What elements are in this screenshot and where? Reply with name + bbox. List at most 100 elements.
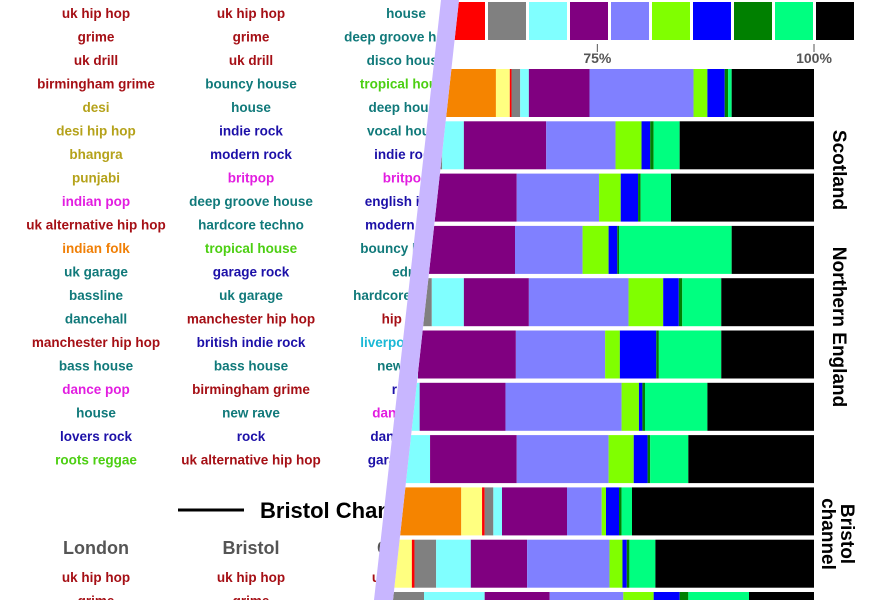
genre-label: uk alternative hip hop <box>181 453 321 468</box>
bar-segment <box>638 173 641 222</box>
genre-label: grime <box>233 30 270 45</box>
legend-swatch <box>775 2 813 40</box>
genre-label: bhangra <box>69 147 123 162</box>
bar-segment <box>549 592 624 600</box>
bar-segment <box>442 121 464 170</box>
legend-swatch <box>734 2 772 40</box>
bar-segment <box>656 330 659 379</box>
bar-segment <box>424 592 485 600</box>
bar-segment <box>337 592 354 600</box>
bar-segment <box>671 173 814 222</box>
bar-segment <box>617 225 619 274</box>
bar-segment <box>608 225 618 274</box>
bar-segment <box>628 278 664 327</box>
bar-segment <box>527 539 610 588</box>
genre-label: grime <box>78 30 115 45</box>
bar-segment <box>626 539 630 588</box>
bar-segment <box>511 69 521 117</box>
bar-segment <box>495 69 510 117</box>
genre-label: garage rock <box>213 265 290 280</box>
bar-segment <box>609 539 623 588</box>
column-header-london: London <box>63 538 129 558</box>
bar-segment <box>314 331 331 379</box>
genre-label: deep house <box>368 100 444 115</box>
bar-segment <box>463 121 547 170</box>
bar-segment <box>615 121 642 170</box>
genre-label: lovers rock <box>60 429 133 444</box>
bar-segment <box>484 592 550 600</box>
bar-segment <box>682 278 722 327</box>
genre-label: birmingham grime <box>37 77 155 92</box>
bar-segment <box>645 382 708 431</box>
group-label-scotland: Scotland <box>828 130 849 210</box>
legend-swatch <box>816 2 854 40</box>
bar-segment <box>640 173 671 222</box>
bar-segment <box>605 330 620 379</box>
genre-label: disco house <box>367 53 446 68</box>
bar-segment <box>470 539 528 588</box>
genre-label: tropical house <box>205 241 298 256</box>
x-axis-ticks: 50% 75% 100% <box>393 44 832 66</box>
bar-segment <box>663 278 679 327</box>
bottom-genre-column-1: uk hip hop grime <box>62 570 130 600</box>
bar-segment <box>638 382 643 431</box>
bar-segment <box>724 69 729 117</box>
genre-label: birmingham grime <box>192 382 310 397</box>
group-label-northern-england: Northern England <box>828 247 849 407</box>
color-legend <box>393 2 854 40</box>
genre-label: house <box>231 100 271 115</box>
genre-label: uk hip hop <box>62 570 130 585</box>
legend-swatch <box>488 2 526 40</box>
bar-segment <box>414 539 437 588</box>
genre-label: rock <box>237 429 266 444</box>
bar-segment <box>650 435 689 484</box>
bar-segment <box>731 225 814 274</box>
legend-swatch <box>611 2 649 40</box>
bar-segment <box>731 69 814 117</box>
column-header-bristol: Bristol <box>222 538 279 558</box>
bar-segment <box>721 330 814 379</box>
genre-label: dancehall <box>65 312 127 327</box>
bar-segment <box>463 278 529 327</box>
genre-label: uk garage <box>219 288 283 303</box>
genre-label: hardcore techno <box>198 218 304 233</box>
bar-segment <box>431 278 464 327</box>
genre-label: house <box>76 406 116 421</box>
bar-segment <box>331 331 343 379</box>
bottom-genre-column-2: uk hip hop grime <box>217 570 285 600</box>
genre-label: modern rock <box>210 147 292 162</box>
genre-label: vocal house <box>367 124 446 139</box>
bar-segment <box>679 121 814 170</box>
bar-segment <box>619 225 732 274</box>
genre-label: grime <box>78 594 115 600</box>
genre-label: uk drill <box>74 53 118 68</box>
genre-label: uk alternative hip hop <box>26 218 166 233</box>
genre-label: bassline <box>69 288 124 303</box>
group-label-line: Bristol <box>836 504 857 564</box>
bar-segment <box>419 382 506 431</box>
bar-segment <box>601 487 606 536</box>
genre-label: desi hip hop <box>56 124 136 139</box>
genre-label: desi <box>82 100 109 115</box>
bar-segment <box>623 592 654 600</box>
bar-segment <box>343 226 346 274</box>
bar-segment <box>493 487 502 536</box>
bar-segment <box>693 69 708 117</box>
bar-segment <box>650 121 654 170</box>
x-tick-label: 100% <box>796 50 832 66</box>
genre-label: uk hip hop <box>217 570 285 585</box>
bar-segment <box>582 225 609 274</box>
bar-segment <box>528 278 629 327</box>
bar-segment <box>509 69 512 117</box>
bar-segment <box>658 330 722 379</box>
bar-segment <box>622 539 627 588</box>
genre-label: punjabi <box>72 171 120 186</box>
genre-label: new rave <box>222 406 280 421</box>
genre-label: indian pop <box>62 194 130 209</box>
legend-swatch <box>652 2 690 40</box>
genre-label: uk drill <box>229 53 273 68</box>
bar-segment <box>621 487 632 536</box>
bar-segment <box>484 487 494 536</box>
genre-label: deep groove house <box>189 194 313 209</box>
